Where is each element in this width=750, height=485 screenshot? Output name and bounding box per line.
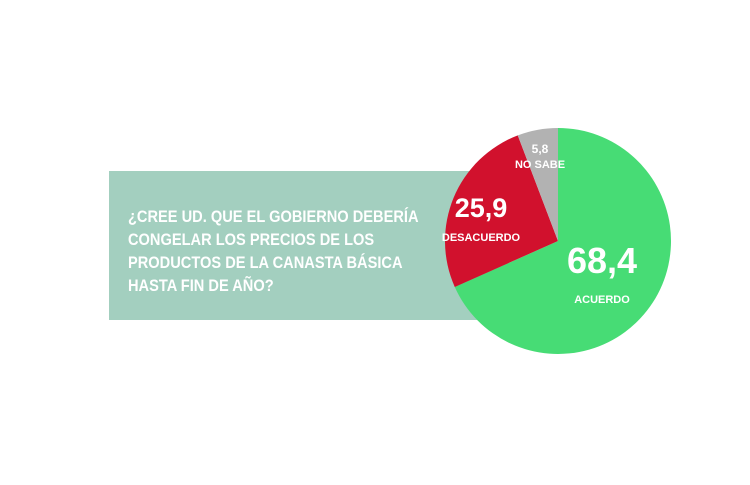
pie-slices — [444, 128, 671, 354]
slice-value-label: 5,8 — [532, 142, 549, 156]
pie-slice-no-sabe — [517, 128, 558, 241]
pie-slice-desacuerdo — [444, 135, 558, 287]
question-text: ¿CREE UD. QUE EL GOBIERNO DEBERÍA CONGEL… — [128, 205, 419, 297]
slice-category-label: ACUERDO — [574, 294, 630, 306]
question-line: HASTA FIN DE AÑO? — [128, 276, 274, 295]
slice-category-label: DESACUERDO — [442, 232, 521, 244]
question-panel — [109, 171, 509, 320]
question-line: CONGELAR LOS PRECIOS DE LOS — [128, 230, 375, 249]
slice-category-label: NO SABE — [515, 159, 565, 171]
pie-labels: 68,4 ACUERDO 25,9 DESACUERDO 5,8 NO SABE — [442, 142, 637, 306]
pie-slice-acuerdo — [454, 128, 671, 354]
question-line: PRODUCTOS DE LA CANASTA BÁSICA — [128, 253, 403, 272]
question-line: ¿CREE UD. QUE EL GOBIERNO DEBERÍA — [128, 207, 419, 226]
slice-value-label: 68,4 — [567, 240, 637, 281]
slice-value-label: 25,9 — [455, 193, 508, 223]
